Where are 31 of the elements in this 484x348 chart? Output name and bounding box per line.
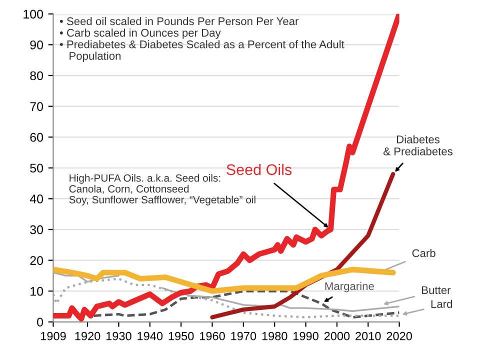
y-tick-label: 90 — [30, 40, 44, 50]
x-tick-label: 1909 — [41, 332, 66, 340]
y-tick-label: 30 — [30, 225, 44, 234]
y-tick-label: 50 — [30, 164, 44, 173]
x-tick-label: 1960 — [200, 332, 225, 340]
y-tick-label: 40 — [30, 194, 44, 204]
annotation: High-PUFA Oils. a.k.a. Seed oils: Canola, Corn, Cottonseed Soy, Sunflower Safflower, “Vegetable” oil — [69, 174, 256, 206]
x-tick-label: 1920 — [75, 332, 100, 340]
series-label: Diabetes & Prediabetes — [384, 135, 453, 156]
y-tick-label: 60 — [30, 132, 44, 142]
x-tick-label: 1990 — [294, 332, 318, 340]
y-tick-label: 70 — [30, 102, 44, 111]
text: Lard — [431, 300, 452, 308]
x-tick-label: 1930 — [106, 332, 132, 340]
text: Butter — [422, 286, 451, 294]
x-tick-label: 1970 — [231, 332, 256, 340]
x-tick-label: 1950 — [168, 332, 194, 340]
series-label: Margarine — [325, 282, 374, 292]
x-tick-label: 2010 — [356, 332, 381, 340]
y-tick-label: 80 — [30, 71, 44, 80]
x-tick-label: 2020 — [386, 332, 412, 340]
y-tick-label: 100 — [24, 10, 44, 19]
x-tick-label: 1940 — [138, 332, 163, 340]
annotation: • Seed oil scaled in Pounds Per Person Per Year • Carb scaled in Ounces per Day • Prediabetes & Diabetes Scaled as a Percent of the Adult Population — [60, 17, 344, 62]
y-tick-label: 20 — [30, 256, 44, 265]
y-tick-label: 0 — [37, 318, 44, 327]
text: Seed Oils — [226, 164, 292, 176]
text: Carb — [412, 248, 436, 258]
x-tick-label: 1980 — [262, 332, 288, 340]
x-tick-label: 2000 — [324, 332, 350, 340]
y-tick-label: 10 — [30, 286, 44, 296]
